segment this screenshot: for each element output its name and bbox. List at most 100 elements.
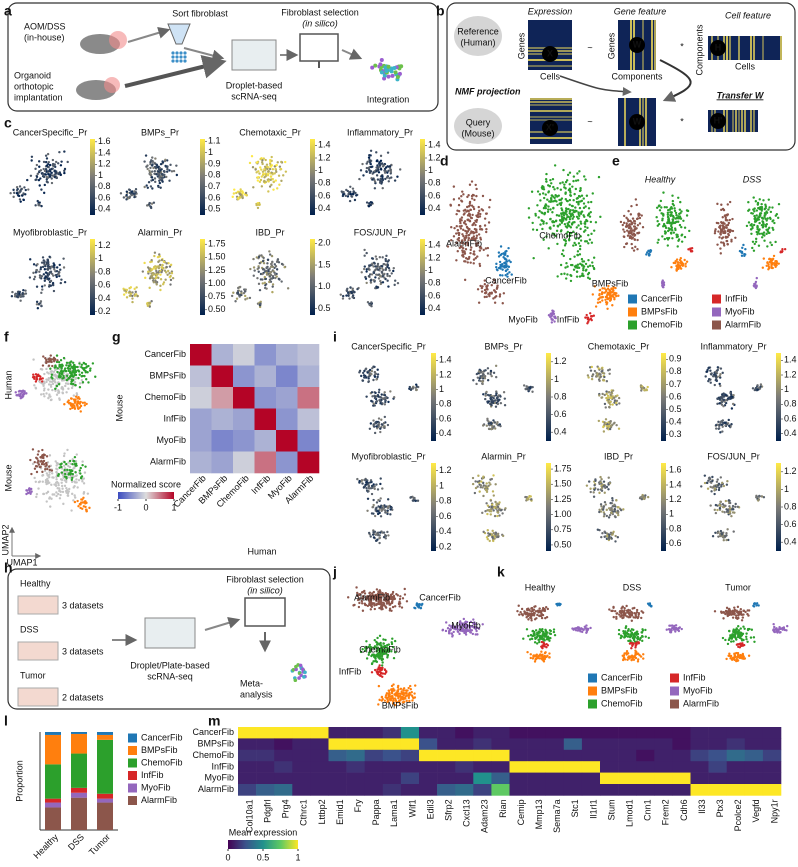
cluster-dot: [569, 231, 573, 235]
cluster-dot: [641, 225, 645, 229]
colorbar-tick-label: 1.4: [439, 355, 452, 365]
embedding-dot: [277, 261, 281, 264]
embedding-dot: [49, 270, 53, 273]
cluster-dot: [661, 284, 664, 287]
integration-dot: [384, 68, 389, 73]
cluster-dot: [38, 378, 42, 381]
embedding-dot: [283, 266, 286, 269]
cluster-dot: [486, 246, 490, 250]
embedding-dot: [259, 302, 262, 305]
embedding-dot: [368, 168, 371, 172]
embedding-dot: [412, 496, 416, 500]
embedding-dot: [721, 425, 724, 428]
embedding-dot: [55, 270, 59, 273]
legend-label: AlarmFib: [725, 319, 761, 329]
embedding-dot: [725, 483, 729, 486]
embedding-dot: [372, 503, 375, 507]
embedding-dot: [592, 495, 596, 498]
embedding-dot: [707, 366, 710, 370]
cluster-dot: [754, 280, 758, 284]
transferred-matrix-stripe: [645, 98, 647, 146]
cluster-dot: [82, 361, 85, 365]
label: (in-house): [24, 32, 65, 42]
cluster-dot: [59, 493, 62, 497]
embedding-dot: [362, 374, 366, 377]
cluster-dot: [552, 312, 556, 316]
embedding-dot: [721, 371, 724, 375]
cluster-dot: [559, 263, 563, 267]
cluster-dot: [81, 463, 84, 467]
embedding-dot: [366, 160, 369, 164]
cluster-dot: [76, 365, 79, 369]
cluster-dot: [764, 203, 767, 206]
cluster-dot: [73, 367, 76, 371]
panel-label: k: [497, 564, 505, 580]
embedding-dot: [46, 152, 50, 156]
feature-title: IBD_Pr: [255, 227, 284, 237]
gene-feature-matrix-stripe: [654, 20, 656, 70]
cluster-dot: [666, 220, 669, 224]
cluster-dot: [467, 205, 471, 208]
cluster-dot: [606, 296, 609, 300]
cluster-dot: [472, 235, 476, 238]
cluster-dot: [483, 224, 487, 227]
embedding-dot: [157, 173, 160, 176]
cluster-dot: [555, 214, 559, 217]
embedding-dot: [377, 498, 380, 502]
embedding-dot: [133, 195, 136, 199]
embedding-dot: [32, 277, 36, 281]
cluster-dot: [48, 473, 51, 476]
embedding-dot: [44, 154, 48, 157]
embedding-dot: [720, 483, 723, 487]
embedding-dot: [605, 532, 609, 535]
cluster-dot: [722, 227, 725, 230]
embedding-dot: [276, 258, 280, 261]
cluster-dot: [52, 493, 56, 496]
embedding-dot: [529, 386, 532, 390]
legend-swatch: [628, 294, 637, 304]
colorbar-tick-label: 1.4: [98, 147, 111, 157]
label: 3 datasets: [62, 646, 104, 656]
embedding-dot: [151, 271, 155, 275]
embedding-dot: [727, 418, 730, 422]
embedding-dot: [384, 509, 387, 512]
cluster-dot: [69, 367, 72, 370]
label: AOM/DSS: [24, 21, 66, 31]
embedding-dot: [382, 505, 385, 508]
cluster-dot: [582, 197, 585, 200]
colorbar: [420, 239, 425, 315]
embedding-dot: [714, 378, 717, 382]
cluster-dot: [725, 214, 728, 217]
cluster-dot: [73, 455, 77, 459]
cluster-dot: [54, 389, 57, 393]
embedding-dot: [594, 479, 597, 482]
cluster-dot: [470, 197, 474, 200]
embedding-dot: [734, 505, 737, 509]
embedding-dot: [492, 532, 495, 535]
cluster-dot: [62, 454, 66, 458]
cluster-dot: [459, 227, 463, 230]
cluster-dot: [764, 223, 768, 227]
embedding-dot: [160, 270, 163, 274]
cluster-dot: [473, 253, 476, 256]
embedding-dot: [641, 494, 645, 498]
embedding-dot: [371, 172, 374, 175]
cluster-dot: [479, 238, 483, 241]
embedding-dot: [369, 165, 373, 169]
cluster-dot: [476, 242, 480, 245]
embedding-dot: [42, 273, 46, 276]
embedding-dot: [233, 188, 236, 191]
cluster-dot: [52, 476, 55, 479]
embedding-dot: [611, 497, 614, 500]
cluster-dot: [474, 223, 477, 227]
embedding-dot: [151, 163, 154, 166]
expression-matrix: [528, 20, 572, 70]
cluster-dot: [631, 217, 635, 220]
cluster-dot: [576, 179, 580, 182]
cluster-dot: [552, 224, 556, 227]
embedding-dot: [706, 368, 709, 372]
meta-dot: [294, 667, 298, 672]
embedding-dot: [386, 151, 390, 154]
cluster-dot: [767, 231, 771, 235]
cluster-dot: [775, 213, 779, 216]
